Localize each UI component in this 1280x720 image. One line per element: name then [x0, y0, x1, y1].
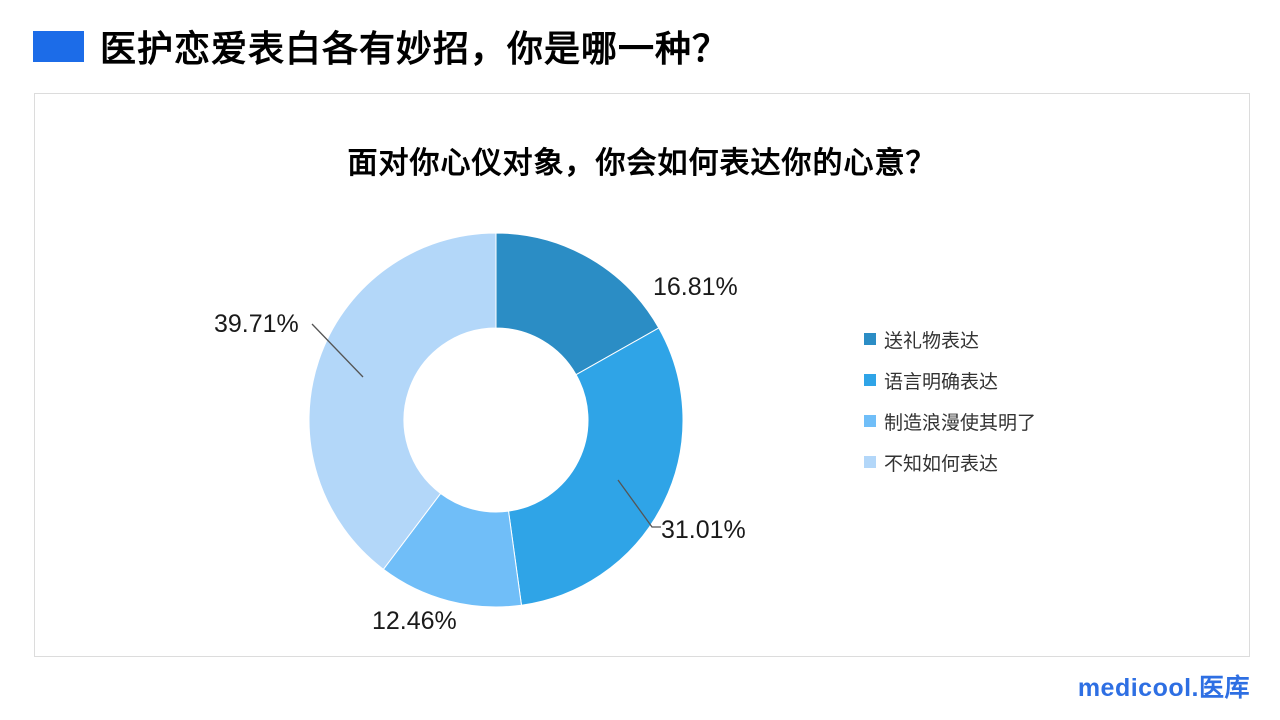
chart-legend: 送礼物表达 语言明确表达 制造浪漫使其明了 不知如何表达: [864, 328, 1037, 475]
legend-swatch: [864, 415, 876, 427]
legend-label: 送礼物表达: [884, 330, 980, 352]
legend-label: 制造浪漫使其明了: [884, 412, 1037, 434]
legend-item: 制造浪漫使其明了: [864, 410, 1037, 434]
slice-value-label: 12.46%: [372, 607, 457, 635]
legend-swatch: [864, 374, 876, 386]
page-header: 医护恋爱表白各有妙招，你是哪一种？: [33, 24, 729, 69]
legend-swatch: [864, 333, 876, 345]
leader-line-39-71: [311, 323, 364, 378]
legend-swatch: [864, 456, 876, 468]
legend-label: 语言明确表达: [884, 371, 999, 393]
slice-value-label: 16.81%: [653, 273, 738, 301]
legend-label: 不知如何表达: [884, 453, 999, 475]
title-accent-square: [33, 30, 84, 62]
pie-slice: [308, 232, 497, 570]
pie-slice: [507, 327, 684, 606]
chart-title: 面对你心仪对象，你会如何表达你的心意？: [347, 147, 937, 180]
legend-item: 不知如何表达: [864, 451, 1036, 475]
medicool-logo: medicool.医库: [1077, 674, 1250, 702]
slice-value-label: 39.71%: [214, 310, 299, 338]
page-title: 医护恋爱表白各有妙招，你是哪一种？: [100, 28, 730, 69]
leader-line-31-01: [617, 479, 661, 528]
legend-item: 送礼物表达: [864, 328, 1036, 352]
pie-slice: [495, 232, 660, 376]
legend-item: 语言明确表达: [864, 369, 1036, 393]
slice-value-label: 31.01%: [661, 516, 746, 544]
